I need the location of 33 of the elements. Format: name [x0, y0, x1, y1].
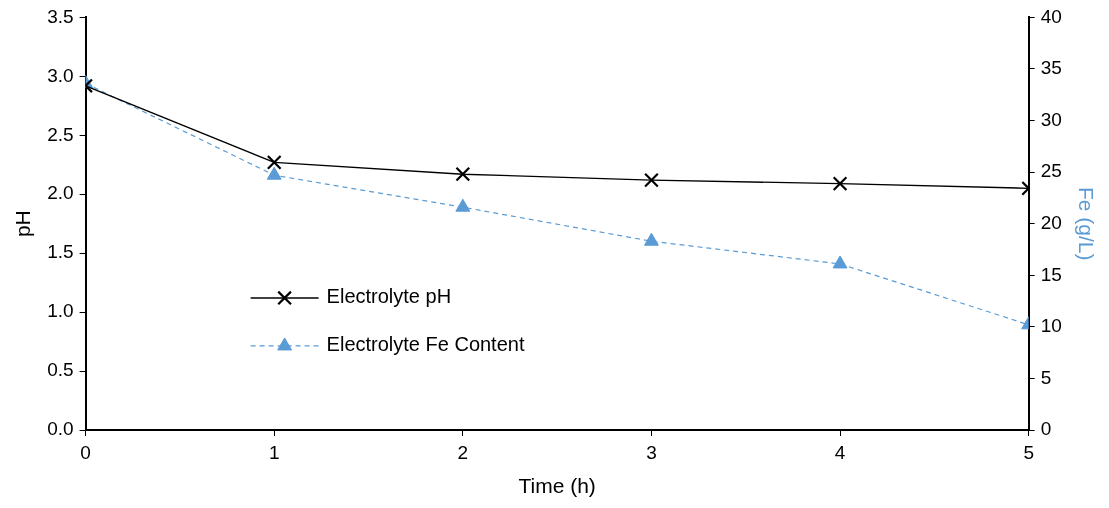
point: [455, 166, 471, 182]
point: [832, 255, 848, 269]
x-tick-label: 0: [80, 441, 91, 463]
y2-tick-label: 35: [1040, 57, 1062, 79]
legend-label: Electrolyte pH: [326, 285, 452, 308]
y-tick-label: 0.0: [47, 418, 74, 440]
y-axis-title: pH: [11, 210, 35, 238]
y2-tick-label: 15: [1040, 263, 1062, 285]
x-tick-label: 1: [268, 441, 280, 463]
x-axis-title: Time (h): [518, 474, 596, 498]
y2-tick-label: 25: [1040, 160, 1062, 182]
y-tick-label: 2.5: [47, 123, 74, 145]
point: [643, 172, 659, 188]
x-tick-label: 3: [646, 441, 657, 463]
x-tick-label: 5: [1023, 441, 1034, 463]
y-tick-label: 1.5: [47, 241, 74, 263]
y-tick-label: 1.0: [47, 300, 74, 322]
y2-tick-label: 5: [1040, 366, 1052, 388]
x-tick-label: 2: [457, 441, 469, 463]
legend-label: Electrolyte Fe Content: [326, 333, 525, 356]
y-tick-label: 0.5: [47, 359, 74, 381]
point: [455, 198, 471, 212]
point: [644, 232, 659, 246]
y2-axis-title: Fe (g/L): [1074, 186, 1098, 261]
y2-tick-label: 40: [1040, 5, 1062, 27]
y2-tick-label: 30: [1040, 108, 1062, 130]
y2-tick-label: 10: [1040, 315, 1062, 337]
y-tick-label: 3.0: [47, 64, 74, 86]
y-tick-label: 3.5: [47, 5, 74, 27]
y-tick-label: 2.0: [47, 182, 74, 204]
y2-tick-label: 0: [1040, 418, 1052, 440]
x-tick-label: 4: [834, 441, 846, 463]
y2-tick-label: 20: [1040, 211, 1062, 233]
